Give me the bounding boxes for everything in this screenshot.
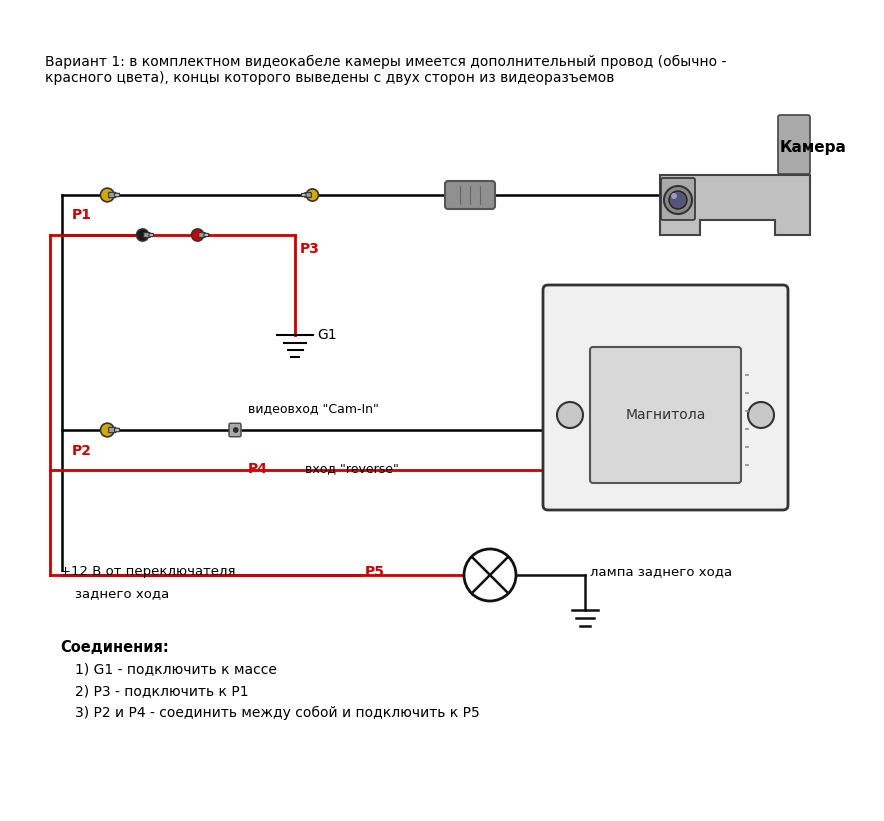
FancyBboxPatch shape — [661, 178, 695, 220]
Text: P1: P1 — [72, 208, 92, 222]
FancyBboxPatch shape — [229, 424, 241, 437]
Polygon shape — [660, 175, 810, 235]
Circle shape — [101, 423, 114, 437]
Text: лампа заднего хода: лампа заднего хода — [590, 565, 732, 578]
FancyBboxPatch shape — [109, 428, 116, 433]
Text: 1) G1 - подключить к массе: 1) G1 - подключить к массе — [75, 662, 277, 676]
FancyBboxPatch shape — [115, 429, 119, 432]
Circle shape — [669, 191, 687, 209]
FancyBboxPatch shape — [115, 193, 119, 197]
Circle shape — [748, 402, 774, 428]
Circle shape — [671, 193, 677, 199]
FancyBboxPatch shape — [204, 233, 209, 236]
FancyBboxPatch shape — [149, 233, 154, 236]
FancyBboxPatch shape — [301, 194, 306, 196]
Text: G1: G1 — [317, 328, 337, 342]
Circle shape — [664, 186, 692, 214]
Text: вход "reverse": вход "reverse" — [305, 462, 399, 475]
Text: заднего хода: заднего хода — [75, 587, 169, 600]
Circle shape — [464, 549, 516, 601]
Text: P2: P2 — [72, 444, 92, 458]
Circle shape — [101, 188, 114, 202]
Text: Соединения:: Соединения: — [60, 640, 169, 655]
Text: P5: P5 — [365, 565, 385, 579]
FancyBboxPatch shape — [109, 192, 116, 198]
Text: +12 В от переключателя: +12 В от переключателя — [60, 565, 235, 578]
Text: 3) P2 и P4 - соединить между собой и подключить к Р5: 3) P2 и P4 - соединить между собой и под… — [75, 706, 480, 720]
Text: Камера: Камера — [780, 140, 847, 155]
Text: Магнитола: Магнитола — [625, 408, 705, 422]
Circle shape — [136, 229, 149, 241]
FancyBboxPatch shape — [590, 347, 741, 483]
Text: Вариант 1: в комплектном видеокабеле камеры имеется дополнительный провод (обычн: Вариант 1: в комплектном видеокабеле кам… — [45, 55, 727, 85]
FancyBboxPatch shape — [305, 193, 311, 197]
FancyBboxPatch shape — [778, 115, 810, 174]
Circle shape — [307, 189, 318, 201]
FancyBboxPatch shape — [543, 285, 788, 510]
Text: видеовход "Cam-In": видеовход "Cam-In" — [248, 402, 379, 415]
Circle shape — [233, 428, 238, 432]
Text: 2) P3 - подключить к P1: 2) P3 - подключить к P1 — [75, 684, 248, 698]
FancyBboxPatch shape — [144, 232, 150, 237]
FancyBboxPatch shape — [199, 232, 205, 237]
FancyBboxPatch shape — [445, 181, 495, 209]
Text: P3: P3 — [300, 242, 320, 256]
Text: P4: P4 — [248, 462, 268, 476]
Circle shape — [557, 402, 583, 428]
Circle shape — [192, 229, 203, 241]
